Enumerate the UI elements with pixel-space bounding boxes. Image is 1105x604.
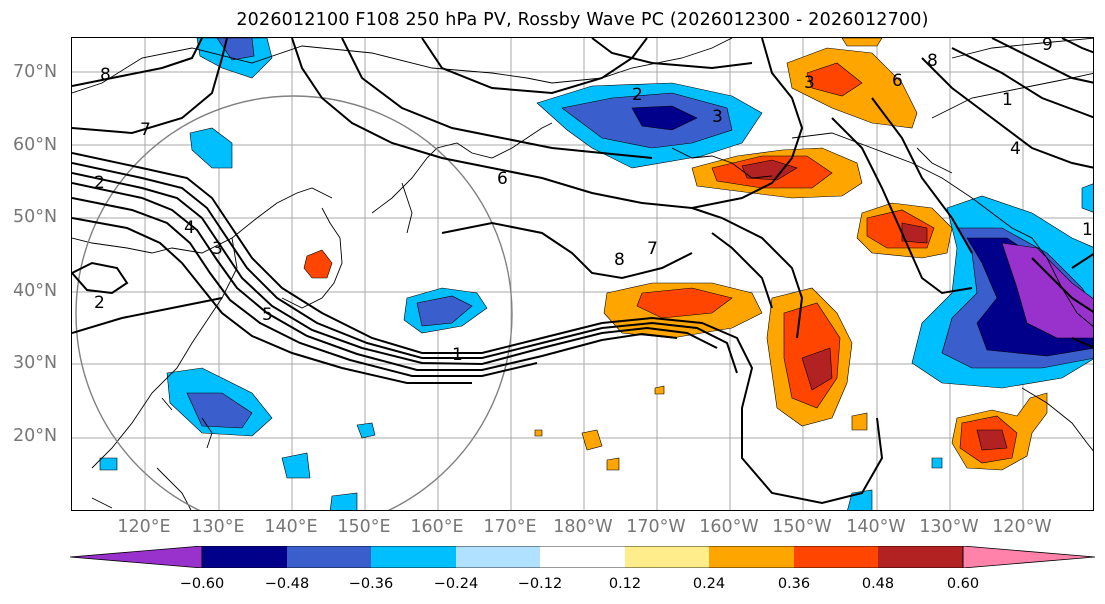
- colorbar-swatch: [70, 546, 203, 568]
- colorbar-tick-label: −0.36: [348, 576, 394, 592]
- colorbar-swatch: [287, 546, 371, 568]
- colorbar-swatch: [625, 546, 709, 568]
- colorbar-swatch: [371, 546, 456, 568]
- contour-label: 6: [497, 169, 508, 189]
- colorbar-tick-label: −0.24: [433, 576, 479, 592]
- lat-label-40n: 40°N: [13, 281, 58, 301]
- colorbar-tick-label: −0.48: [264, 576, 310, 592]
- colorbar-swatch: [456, 546, 540, 568]
- lon-label-180w: 180°W: [553, 517, 613, 537]
- contour-label: 3: [804, 73, 815, 93]
- colorbar-swatch: [878, 546, 963, 568]
- contour-label: 9: [1042, 38, 1053, 55]
- colorbar-tick-label: −0.12: [517, 576, 563, 592]
- colorbar-tick-label: 0.60: [946, 576, 980, 592]
- colorbar-tick-label: 0.24: [692, 576, 726, 592]
- negative-anomaly-regions: [99, 38, 1093, 510]
- contour-label: 4: [1010, 139, 1021, 159]
- colorbar: [70, 546, 1096, 568]
- contour-label: 1: [1082, 220, 1093, 240]
- colorbar-swatch: [202, 546, 287, 568]
- colorbar-tick-label: 0.12: [608, 576, 642, 592]
- contour-label: 1: [452, 345, 463, 365]
- contour-label: 8: [100, 65, 111, 85]
- contour-label: 8: [927, 51, 938, 71]
- contour-label: 4: [184, 218, 195, 238]
- contour-label: 8: [614, 250, 625, 270]
- lon-label-150e: 150°E: [337, 517, 391, 537]
- map-svg: 8 7 2 2 3 4 5 1 6 8 7 2 3 3 6 8 9 1 4 1: [72, 38, 1093, 510]
- colorbar-swatch: [962, 546, 1096, 568]
- colorbar-tick-label: 0.48: [861, 576, 895, 592]
- contour-label: 7: [647, 239, 658, 259]
- lat-label-20n: 20°N: [13, 426, 58, 446]
- lat-label-60n: 60°N: [13, 135, 58, 155]
- lon-label-160w: 160°W: [699, 517, 759, 537]
- colorbar-swatch: [794, 546, 878, 568]
- colorbar-outline: [201, 546, 964, 568]
- lon-label-130e: 130°E: [191, 517, 245, 537]
- colorbar-swatch: [709, 546, 794, 568]
- lon-label-120w: 120°W: [992, 517, 1052, 537]
- lon-label-120e: 120°E: [117, 517, 171, 537]
- lon-label-140e: 140°E: [264, 517, 318, 537]
- contour-label: 1: [1002, 90, 1013, 110]
- contour-label: 3: [712, 107, 723, 127]
- chart-title: 2026012100 F108 250 hPa PV, Rossby Wave …: [236, 10, 929, 30]
- colorbar-tick-label: −0.60: [179, 576, 225, 592]
- lon-label-130w: 130°W: [919, 517, 979, 537]
- contour-label: 6: [892, 71, 903, 91]
- colorbar-tick-label: 0.36: [777, 576, 811, 592]
- colorbar-swatch: [540, 546, 625, 568]
- contour-label: 5: [262, 305, 273, 325]
- lon-label-160e: 160°E: [410, 517, 464, 537]
- contour-label: 2: [94, 293, 105, 313]
- lon-label-170e: 170°E: [483, 517, 537, 537]
- lat-label-70n: 70°N: [13, 62, 58, 82]
- contour-label: 2: [94, 173, 105, 193]
- lat-label-30n: 30°N: [13, 353, 58, 373]
- lon-label-170w: 170°W: [626, 517, 686, 537]
- contour-label: 3: [212, 239, 223, 259]
- contour-label-group: 8 7 2 2 3 4 5 1 6 8 7 2 3 3 6 8 9 1 4 1: [94, 38, 1093, 365]
- contour-label: 2: [632, 85, 643, 105]
- contour-label: 7: [140, 120, 151, 140]
- pv-contours: [72, 38, 1093, 505]
- lat-label-50n: 50°N: [13, 207, 58, 227]
- positive-anomaly-regions: [303, 38, 1048, 471]
- lon-label-150w: 150°W: [772, 517, 832, 537]
- lon-label-140w: 140°W: [846, 517, 906, 537]
- map-panel: 8 7 2 2 3 4 5 1 6 8 7 2 3 3 6 8 9 1 4 1: [71, 37, 1094, 511]
- radius-circle: [75, 95, 513, 510]
